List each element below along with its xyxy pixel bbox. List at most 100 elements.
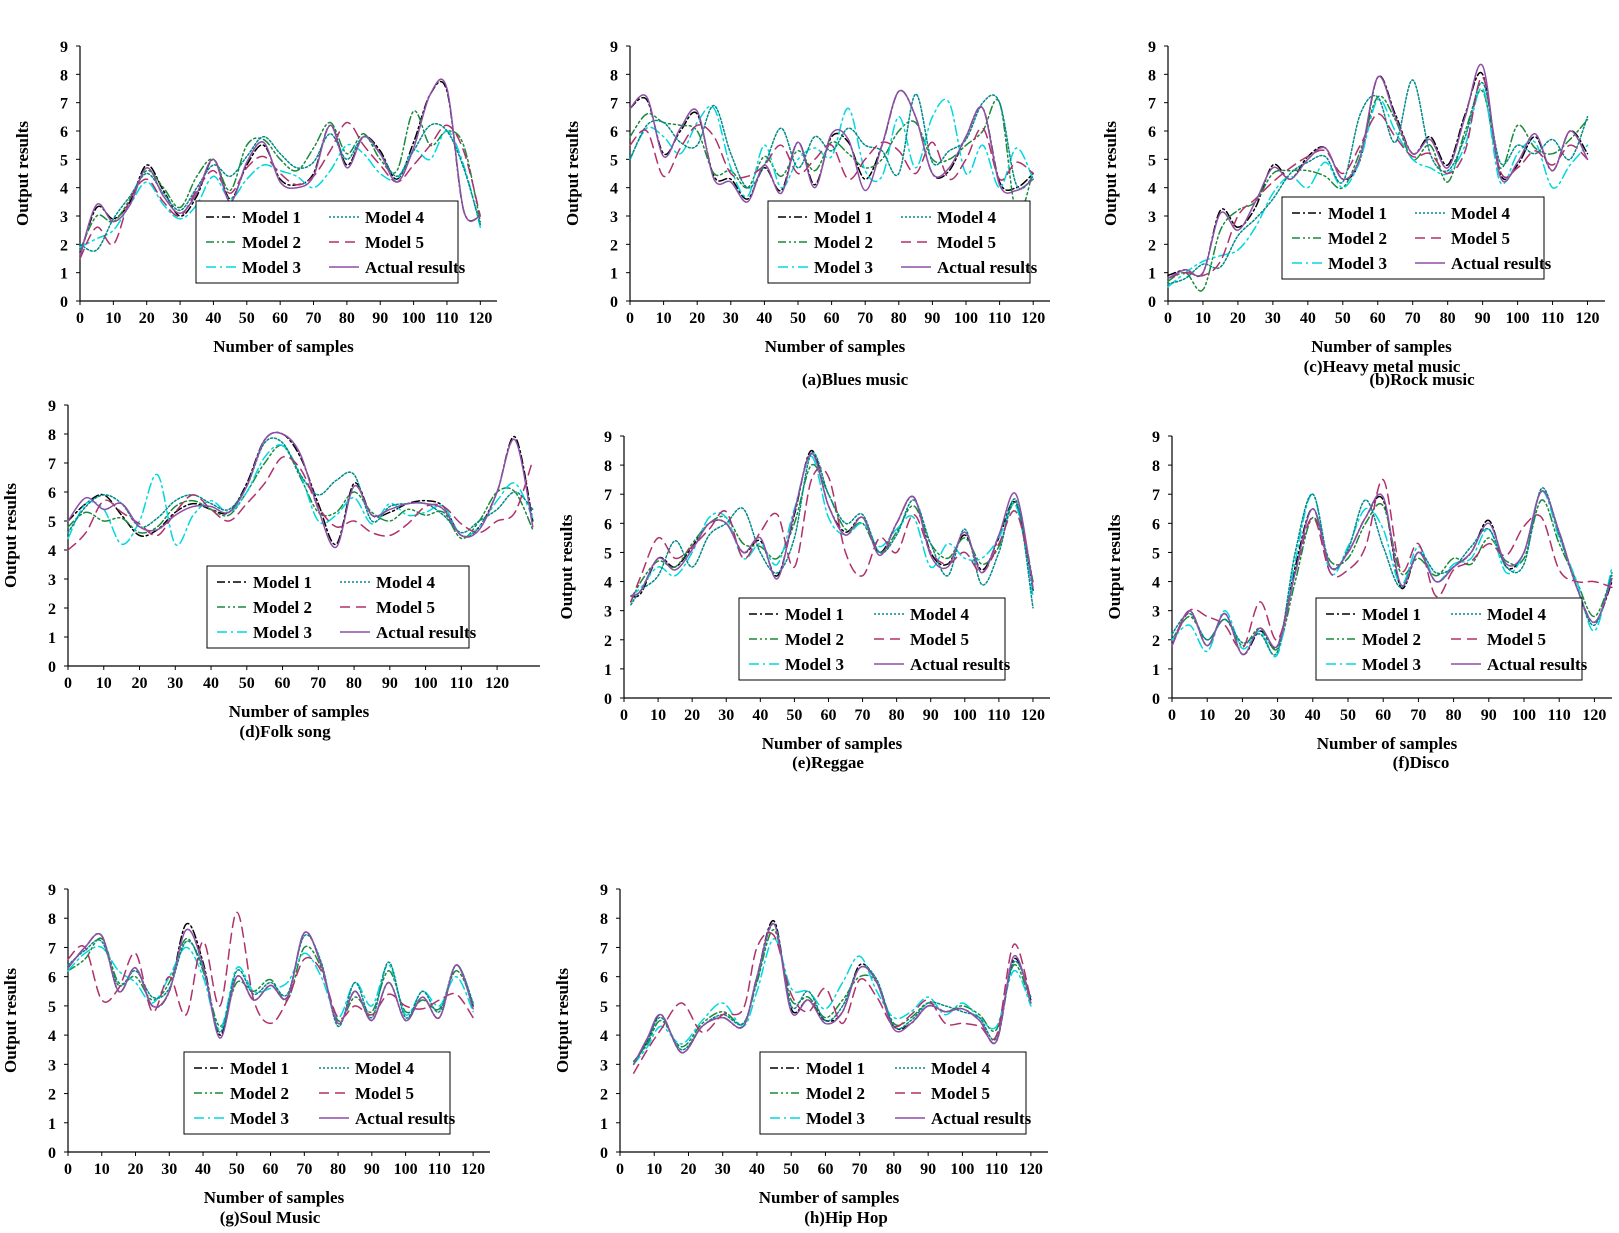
x-tick-label: 70 <box>1405 310 1421 327</box>
x-tick-label: 110 <box>435 310 458 327</box>
x-tick-label: 30 <box>1265 310 1281 327</box>
series-line-1 <box>79 110 482 251</box>
legend-box <box>1281 196 1545 280</box>
x-tick-label: 60 <box>824 310 840 327</box>
x-tick-label: 90 <box>924 310 940 327</box>
x-tick-label: 100 <box>394 1161 418 1178</box>
x-tick-label: 90 <box>364 1161 380 1178</box>
y-tick-label: 2 <box>1148 237 1156 254</box>
legend-label: Model 5 <box>910 630 969 649</box>
legend-label: Model 1 <box>785 605 844 624</box>
series-line-4 <box>630 467 1034 603</box>
y-tick-label: 2 <box>48 601 56 618</box>
x-tick-label: 10 <box>94 1161 110 1178</box>
legend-label: Model 4 <box>376 573 436 592</box>
x-tick-label: 80 <box>339 310 355 327</box>
y-tick-label: 2 <box>48 1087 56 1104</box>
x-tick-label: 110 <box>1541 310 1564 327</box>
y-tick-label: 7 <box>1148 96 1156 113</box>
x-tick-label: 0 <box>64 675 72 692</box>
y-tick-label: 1 <box>610 266 618 283</box>
series-line-1 <box>629 98 1034 216</box>
x-tick-label: 0 <box>1164 310 1172 327</box>
legend-label: Model 1 <box>253 573 312 592</box>
y-tick-label: 6 <box>48 485 56 502</box>
x-tick-label: 0 <box>1168 707 1176 724</box>
series-line-3 <box>630 451 1034 609</box>
x-tick-label: 60 <box>263 1161 279 1178</box>
series-line-4 <box>67 455 534 551</box>
x-tick-label: 50 <box>239 675 255 692</box>
chart-caption: (g)Soul Music <box>220 1208 321 1227</box>
x-tick-label: 120 <box>461 1161 485 1178</box>
x-axis-title: Number of samples <box>1317 734 1458 753</box>
y-tick-label: 5 <box>610 152 618 169</box>
x-tick-label: 60 <box>275 675 291 692</box>
y-tick-label: 0 <box>604 691 612 708</box>
x-tick-label: 80 <box>1446 707 1462 724</box>
series-line-2 <box>67 444 534 546</box>
y-tick-label: 8 <box>1148 67 1156 84</box>
y-tick-label: 6 <box>604 516 612 533</box>
legend-label: Actual results <box>1487 655 1588 674</box>
x-tick-label: 100 <box>402 310 426 327</box>
y-tick-label: 0 <box>610 294 618 311</box>
chart-panel-3: (b)Rock music <box>1369 370 1475 389</box>
x-tick-label: 10 <box>646 1161 662 1178</box>
y-tick-label: 0 <box>48 1145 56 1162</box>
legend-box <box>206 565 470 649</box>
x-tick-label: 110 <box>987 707 1010 724</box>
legend-label: Model 5 <box>1451 229 1510 248</box>
y-tick-label: 8 <box>600 911 608 928</box>
x-tick-label: 30 <box>167 675 183 692</box>
y-tick-label: 2 <box>604 633 612 650</box>
legend-label: Model 2 <box>230 1084 289 1103</box>
x-tick-label: 20 <box>689 310 705 327</box>
x-tick-label: 120 <box>1019 1161 1043 1178</box>
x-tick-label: 50 <box>229 1161 245 1178</box>
legend: Model 1 Model 4 Model 2 Model 5 Model 3 Actua… <box>1281 196 1552 280</box>
legend-label: Model 4 <box>1451 204 1511 223</box>
y-tick-label: 7 <box>604 487 612 504</box>
x-tick-label: 40 <box>1300 310 1316 327</box>
series-line-4 <box>67 911 474 1025</box>
x-tick-label: 110 <box>988 310 1011 327</box>
x-tick-label: 90 <box>920 1161 936 1178</box>
x-axis-title: Number of samples <box>1311 337 1452 356</box>
x-tick-label: 10 <box>656 310 672 327</box>
x-axis-title: Number of samples <box>229 702 370 721</box>
x-tick-label: 80 <box>889 707 905 724</box>
y-tick-label: 9 <box>604 429 612 446</box>
x-tick-label: 40 <box>195 1161 211 1178</box>
legend: Model 1 Model 4 Model 2 Model 5 Model 3 Actua… <box>767 200 1038 284</box>
y-tick-label: 5 <box>48 999 56 1016</box>
y-tick-label: 4 <box>48 543 56 560</box>
series-line-5 <box>67 928 474 1039</box>
series-line-5 <box>67 431 534 548</box>
x-tick-label: 20 <box>139 310 155 327</box>
legend-label: Model 5 <box>355 1084 414 1103</box>
series-line-5 <box>79 78 482 257</box>
y-tick-label: 4 <box>48 1028 56 1045</box>
series-line-3 <box>67 437 534 534</box>
series-line-2 <box>632 937 1032 1066</box>
x-tick-label: 0 <box>76 310 84 327</box>
legend-label: Actual results <box>910 655 1011 674</box>
legend-label: Model 3 <box>253 623 312 642</box>
x-tick-label: 10 <box>1199 707 1215 724</box>
x-tick-label: 60 <box>820 707 836 724</box>
y-tick-label: 6 <box>600 970 608 987</box>
x-tick-label: 60 <box>817 1161 833 1178</box>
y-tick-label: 4 <box>600 1028 608 1045</box>
series-line-4 <box>632 931 1032 1074</box>
x-tick-label: 120 <box>468 310 492 327</box>
y-tick-label: 8 <box>1152 458 1160 475</box>
y-tick-label: 9 <box>48 882 56 899</box>
legend-label: Actual results <box>355 1109 456 1128</box>
x-tick-label: 60 <box>272 310 288 327</box>
series-line-3 <box>67 934 474 1033</box>
x-tick-label: 50 <box>1335 310 1351 327</box>
